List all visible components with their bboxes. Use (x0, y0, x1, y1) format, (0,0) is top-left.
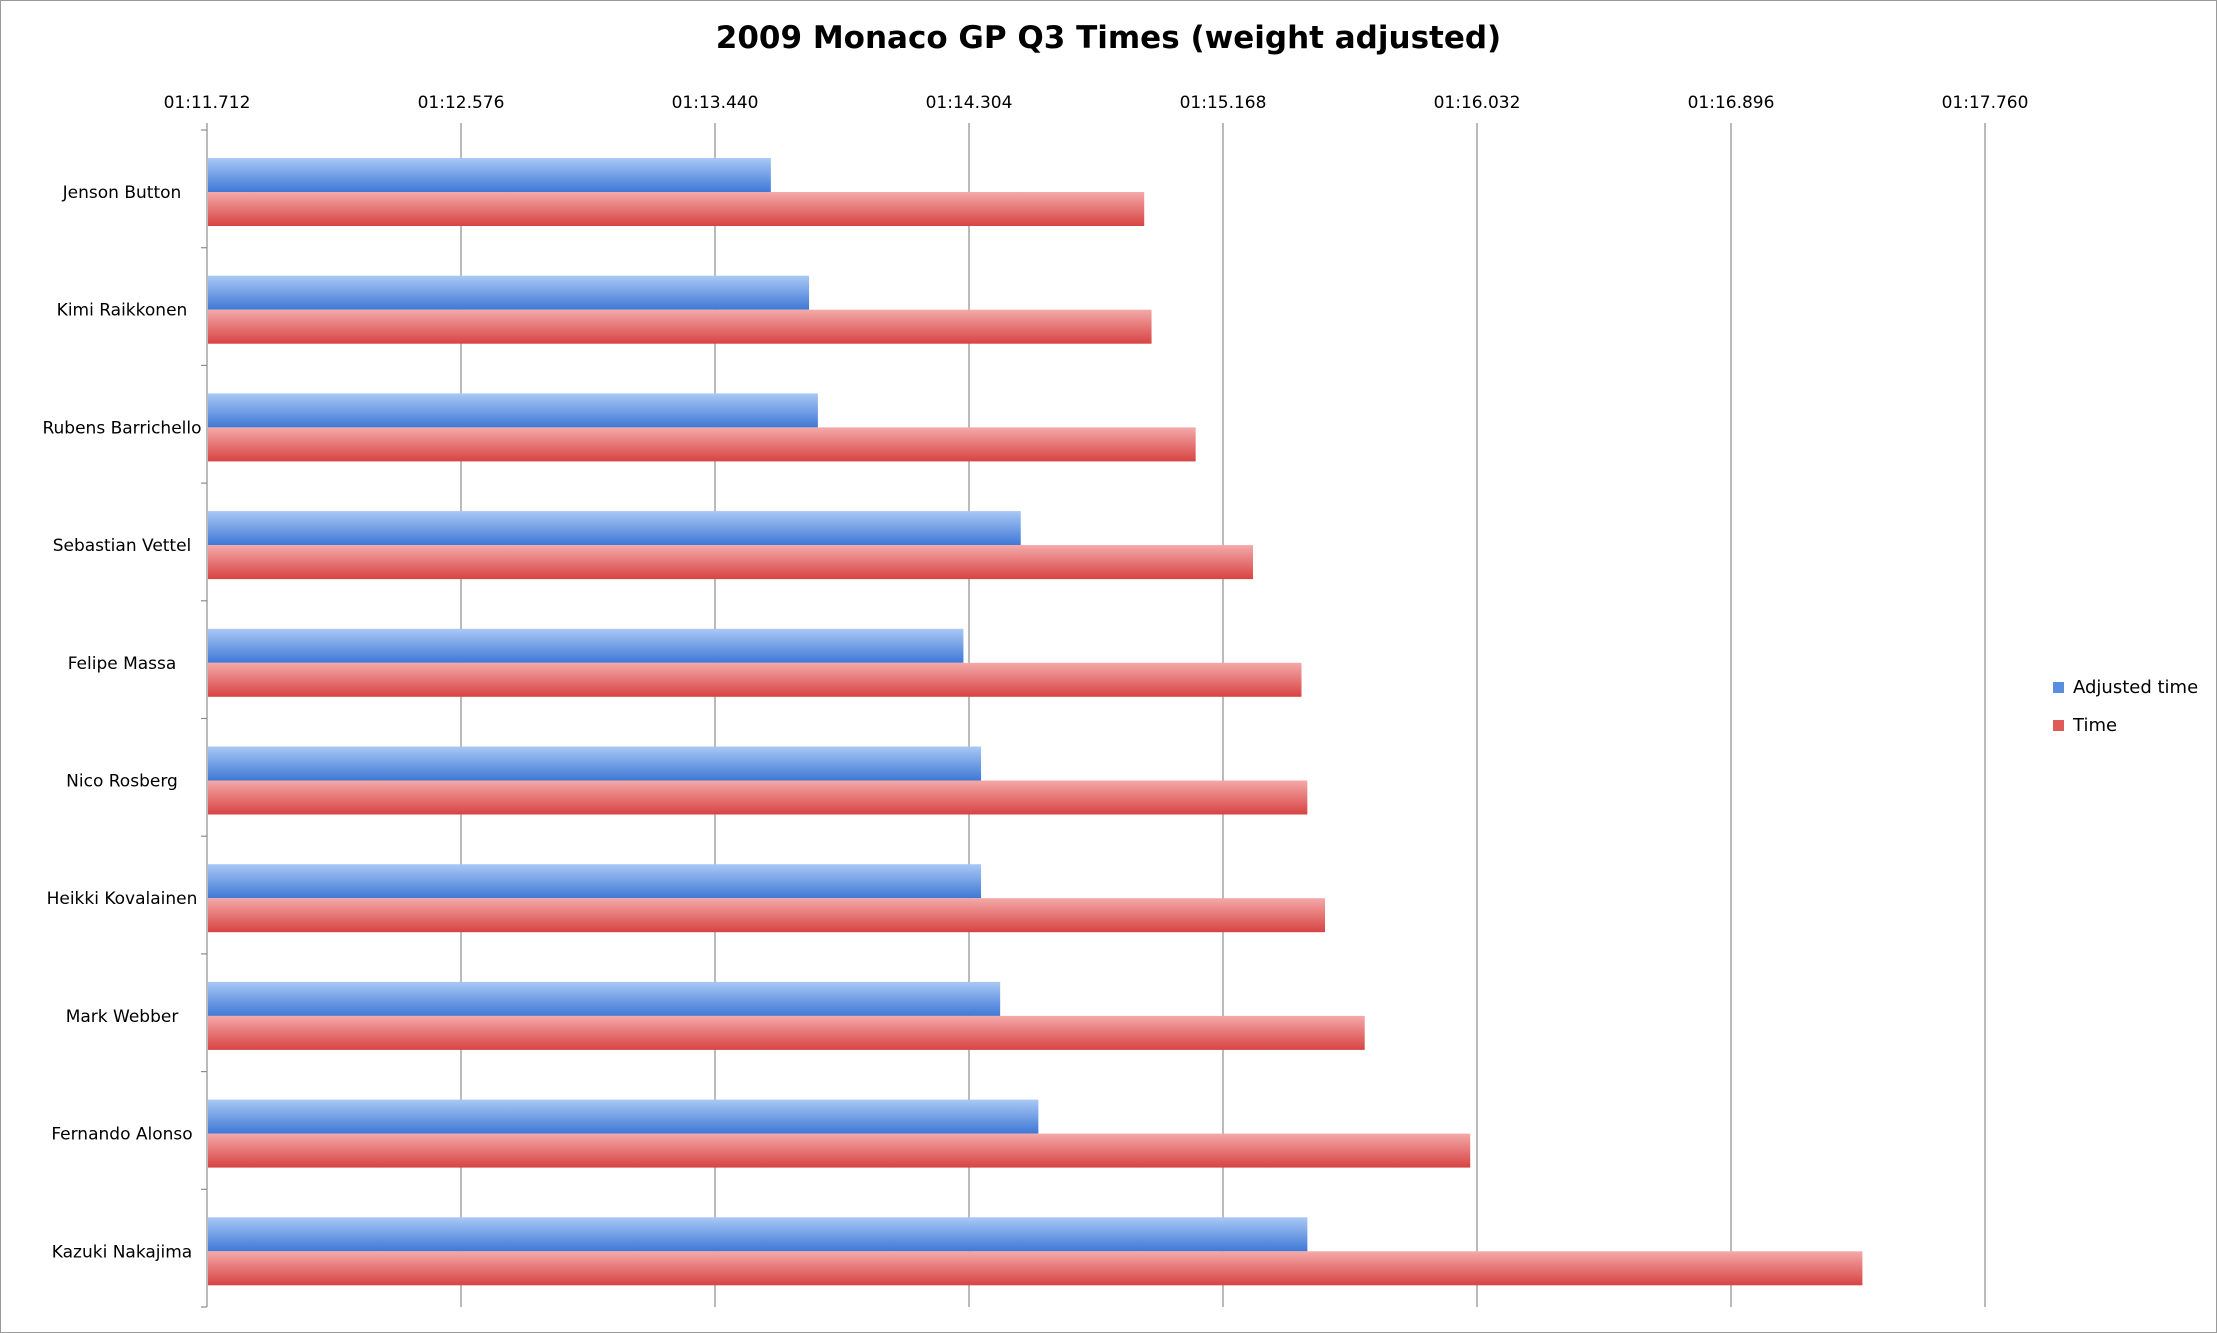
category-label: Fernando Alonso (51, 1125, 192, 1145)
bar-adjusted-time (208, 511, 1021, 546)
chart-title: 2009 Monaco GP Q3 Times (weight adjusted… (715, 20, 1502, 56)
legend-swatch (2053, 719, 2064, 731)
category-label: Jenson Button (62, 183, 182, 203)
legend-swatch (2053, 681, 2064, 693)
category-label: Kazuki Nakajima (52, 1242, 192, 1262)
bar-time (208, 662, 1302, 697)
bar-adjusted-time (208, 393, 818, 428)
bar-adjusted-time (208, 1217, 1308, 1252)
x-tick-label: 01:15.168 (1180, 93, 1267, 113)
bar-time (208, 1251, 1863, 1286)
bar-adjusted-time (208, 1099, 1039, 1134)
category-label: Rubens Barrichello (42, 418, 201, 438)
bar-time (208, 309, 1152, 344)
bar-adjusted-time (208, 746, 982, 781)
x-tick-label: 01:14.304 (926, 93, 1013, 113)
bar-adjusted-time (208, 158, 771, 192)
bar-time (208, 427, 1196, 462)
x-tick-label: 01:16.032 (1434, 93, 1521, 113)
bar-time (208, 1015, 1365, 1050)
bar-adjusted-time (208, 628, 964, 663)
x-tick-label: 01:12.576 (418, 93, 505, 113)
category-label: Sebastian Vettel (53, 536, 192, 556)
legend: Adjusted time Time (2053, 668, 2198, 744)
category-label: Heikki Kovalainen (47, 889, 198, 909)
legend-item: Adjusted time (2053, 668, 2198, 706)
legend-label: Time (2073, 714, 2118, 736)
bar-adjusted-time (208, 981, 1001, 1016)
bar-adjusted-time (208, 275, 810, 310)
bar-time (208, 780, 1308, 815)
x-tick-label: 01:16.896 (1688, 93, 1775, 113)
legend-item: Time (2053, 706, 2198, 744)
category-label: Felipe Massa (68, 654, 177, 674)
x-tick-label: 01:11.712 (164, 93, 251, 113)
category-label: Kimi Raikkonen (57, 301, 188, 321)
bar-time (208, 1133, 1471, 1168)
x-tick-label: 01:17.760 (1942, 93, 2029, 113)
legend-label: Adjusted time (2073, 676, 2199, 698)
category-label: Mark Webber (66, 1007, 179, 1027)
x-tick-label: 01:13.440 (672, 93, 759, 113)
bar-time (208, 898, 1326, 933)
bar-time (208, 545, 1253, 580)
bar-time (208, 192, 1145, 226)
bar-adjusted-time (208, 864, 982, 899)
category-label: Nico Rosberg (66, 772, 178, 792)
